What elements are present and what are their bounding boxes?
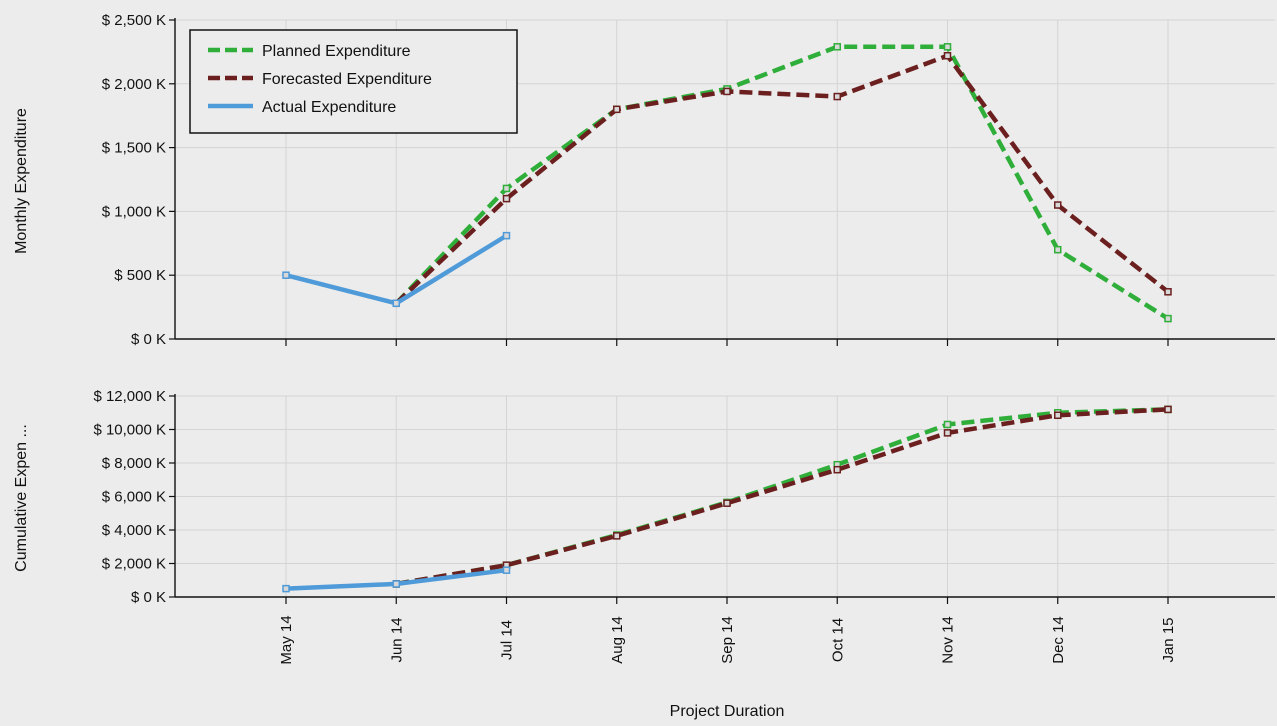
- monthly-actual-expenditure-point: [502, 231, 511, 240]
- monthly-actual-expenditure-point: [392, 299, 400, 308]
- monthly-y-tick-label: $ 1,000 K: [102, 203, 166, 220]
- x-tick-label: Dec 14: [1050, 616, 1067, 664]
- cumulative-actual-expenditure-point: [502, 566, 511, 574]
- x-tick-label: Nov 14: [940, 616, 957, 664]
- legend: Planned Expenditure Forecasted Expenditu…: [189, 29, 518, 134]
- x-tick-label: Oct 14: [829, 618, 846, 662]
- cumulative-forecasted-expenditure-point: [1164, 405, 1172, 414]
- cumulative-forecasted-expenditure-point: [723, 499, 731, 507]
- monthly-y-tick-label: $ 1,500 K: [102, 140, 166, 157]
- cumulative-forecasted-expenditure-point: [943, 429, 952, 437]
- monthly-planned-expenditure-point: [943, 43, 952, 51]
- monthly-planned-expenditure-line: [394, 44, 1170, 321]
- cumulative-forecasted-expenditure-point: [613, 532, 621, 540]
- cumulative-y-tick-label: $ 12,000 K: [93, 388, 166, 405]
- monthly-forecasted-expenditure-point: [833, 92, 841, 101]
- cumulative-y-tick-label: $ 0 K: [131, 589, 166, 606]
- cumulative-actual-expenditure-point: [282, 584, 290, 593]
- cumulative-y-tick-label: $ 8,000 K: [102, 455, 166, 472]
- monthly-planned-expenditure-point: [1054, 245, 1062, 254]
- x-tick-label: May 14: [278, 615, 295, 664]
- monthly-forecasted-expenditure-point: [613, 105, 621, 114]
- cumulative-expenditure-panel: $ 0 K $ 2,000 K $ 4,000 K $ 6,000 K $ 8,000 …: [13, 388, 1275, 665]
- cumulative-y-tick-label: $ 10,000 K: [93, 422, 166, 439]
- monthly-axes: $ 0 K $ 500 K $ 1,000 K $ 1,500 K $ 2,000 K $…: [102, 12, 1275, 348]
- cumulative-forecasted-expenditure-point: [833, 465, 841, 474]
- monthly-y-axis-title: Monthly Expenditure: [13, 108, 30, 254]
- monthly-forecasted-expenditure-line: [394, 53, 1170, 305]
- x-tick-label: Jun 14: [388, 617, 405, 662]
- cumulative-y-axis-title: Cumulative Expen ...: [13, 424, 30, 572]
- legend-box: [189, 29, 518, 134]
- monthly-planned-expenditure-point: [1164, 314, 1172, 323]
- x-tick-label: Aug 14: [609, 616, 626, 664]
- cumulative-forecasted-expenditure-point: [1054, 411, 1062, 420]
- monthly-y-tick-label: $ 0 K: [131, 331, 166, 348]
- x-tick-label: Jul 14: [499, 620, 516, 660]
- monthly-planned-expenditure-point: [502, 184, 511, 193]
- monthly-y-tick-label: $ 2,000 K: [102, 76, 166, 93]
- monthly-forecasted-expenditure-point: [1054, 201, 1062, 209]
- legend-label-forecasted: Forecasted Expenditure: [262, 71, 432, 88]
- cumulative-y-tick-label: $ 4,000 K: [102, 522, 166, 539]
- cumulative-planned-expenditure-line: [395, 407, 1169, 587]
- cumulative-series: [282, 405, 1172, 593]
- cumulative-planned-expenditure-point: [943, 420, 952, 429]
- x-axis-title: Project Duration: [670, 703, 785, 720]
- x-tick-label: Jan 15: [1160, 617, 1177, 662]
- monthly-forecasted-expenditure-point: [723, 87, 731, 96]
- cumulative-forecasted-expenditure-line: [395, 407, 1169, 587]
- monthly-y-tick-label: $ 500 K: [114, 267, 166, 284]
- monthly-forecasted-expenditure-point: [1164, 288, 1172, 296]
- monthly-actual-expenditure-point: [282, 271, 290, 279]
- monthly-series: [282, 43, 1172, 323]
- monthly-planned-expenditure-point: [833, 43, 841, 51]
- legend-label-actual: Actual Expenditure: [262, 99, 396, 116]
- monthly-forecasted-expenditure-point: [943, 51, 952, 60]
- cumulative-y-tick-label: $ 2,000 K: [102, 556, 166, 573]
- cumulative-actual-expenditure-point: [392, 580, 400, 588]
- x-tick-label: Sep 14: [719, 616, 736, 664]
- monthly-y-tick-label: $ 2,500 K: [102, 12, 166, 29]
- cumulative-y-tick-label: $ 6,000 K: [102, 489, 166, 506]
- legend-label-planned: Planned Expenditure: [262, 43, 411, 60]
- cumulative-axes: $ 0 K $ 2,000 K $ 4,000 K $ 6,000 K $ 8,000 …: [93, 388, 1275, 665]
- monthly-forecasted-expenditure-point: [502, 194, 511, 203]
